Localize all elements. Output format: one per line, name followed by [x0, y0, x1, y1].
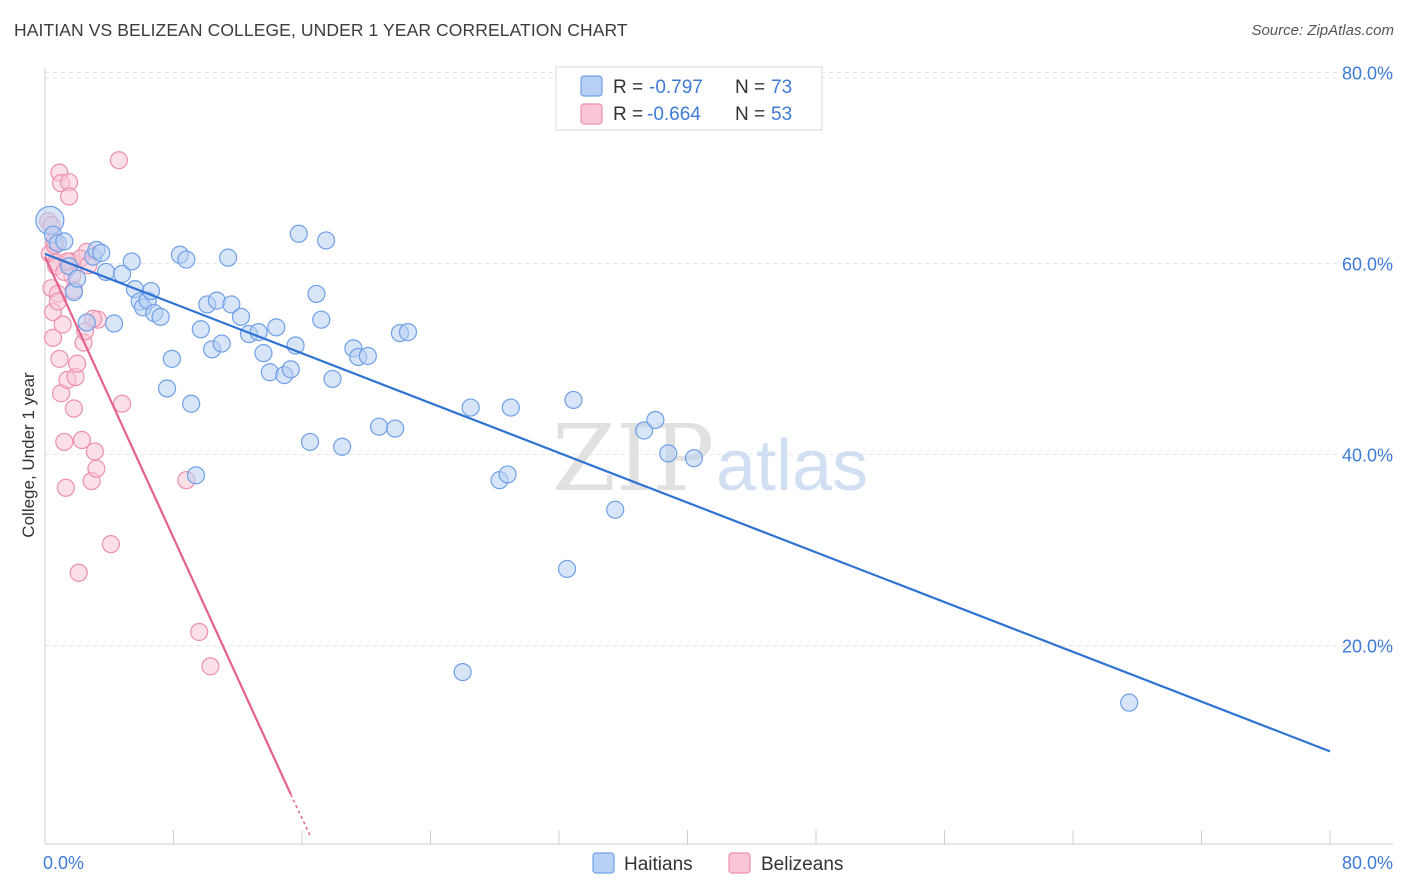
- legend-r-label-1: R =: [613, 77, 643, 98]
- y-tick-label: 40.0%: [1342, 446, 1393, 466]
- haitians-point: [254, 344, 273, 363]
- legend-n-label-2: N =: [735, 104, 765, 125]
- belizeans-point: [85, 442, 104, 461]
- haitians-point: [461, 398, 480, 417]
- belizeans-points: [39, 151, 220, 676]
- chart-title: HAITIAN VS BELIZEAN COLLEGE, UNDER 1 YEA…: [14, 20, 628, 40]
- legend-n-value-2: 53: [771, 104, 792, 125]
- haitians-point: [557, 559, 577, 579]
- haitians-point: [370, 417, 389, 436]
- haitians-point: [186, 466, 206, 485]
- belizeans-point: [69, 563, 88, 582]
- haitians-point: [684, 449, 704, 468]
- haitians-point: [151, 307, 170, 326]
- belizeans-point: [190, 622, 209, 642]
- legend-n-label-1: N =: [735, 77, 765, 98]
- haitians-point: [323, 369, 342, 389]
- haitians-points: [35, 205, 1139, 712]
- haitians-point: [289, 224, 308, 243]
- haitians-point: [212, 334, 231, 353]
- belizeans-point: [101, 535, 120, 554]
- legend-r-label-2: R =: [613, 104, 643, 125]
- haitians-point: [453, 662, 472, 682]
- haitians-point: [182, 394, 201, 413]
- haitians-point: [333, 437, 352, 456]
- haitians-point: [267, 318, 286, 337]
- x-ticks: [44, 830, 1331, 844]
- belizeans-trend-line: [43, 256, 292, 795]
- haitians-point: [219, 248, 238, 267]
- haitians-point: [231, 307, 251, 326]
- haitians-point: [498, 465, 517, 484]
- belizeans-point: [109, 151, 128, 170]
- source-label: Source: ZipAtlas.com: [1251, 22, 1394, 39]
- legend-haitians-label: Haitians: [624, 854, 693, 875]
- y-tick-labels: 80.0% 60.0% 40.0% 20.0%: [1342, 64, 1393, 657]
- belizeans-point: [55, 432, 74, 452]
- legend-r-value-2: -0.664: [647, 104, 701, 125]
- haitians-point: [92, 243, 111, 262]
- belizeans-point: [59, 187, 79, 206]
- haitians-point: [122, 252, 141, 271]
- legend-belizeans-swatch: [580, 103, 603, 125]
- y-tick-label: 20.0%: [1342, 637, 1393, 657]
- haitians-point: [68, 269, 87, 288]
- legend-n-value-1: 73: [771, 77, 792, 98]
- haitians-point: [606, 500, 625, 519]
- belizeans-point: [43, 328, 63, 347]
- haitians-point: [398, 323, 418, 342]
- belizeans-point: [201, 657, 220, 676]
- haitians-point: [1120, 693, 1139, 712]
- belizeans-point: [53, 315, 72, 334]
- haitians-point: [635, 421, 654, 440]
- haitians-point: [191, 320, 210, 339]
- trend-lines: [43, 252, 1331, 836]
- legend-haitians-swatch: [580, 75, 603, 97]
- haitians-point: [222, 295, 241, 314]
- belizeans-point: [64, 399, 84, 418]
- gridlines: [45, 72, 1393, 646]
- haitians-point: [162, 349, 181, 368]
- belizeans-point: [56, 478, 75, 497]
- haitians-point: [358, 346, 377, 366]
- haitians-point: [157, 379, 177, 398]
- belizeans-point: [112, 394, 132, 413]
- stats-legend: R = -0.797 N = 73 R = -0.664 N = 53: [555, 66, 823, 131]
- watermark: ZIP atlas: [552, 405, 868, 512]
- haitians-point: [386, 419, 405, 438]
- haitians-point: [77, 313, 96, 332]
- belizeans-point: [72, 430, 92, 450]
- haitians-point: [307, 284, 326, 304]
- legend-haitians-key: [592, 852, 615, 874]
- haitians-point: [501, 398, 520, 417]
- haitians-point: [646, 410, 665, 430]
- y-tick-label: 60.0%: [1342, 255, 1393, 275]
- haitians-point: [104, 314, 124, 333]
- haitians-point: [55, 232, 74, 251]
- haitians-point: [177, 250, 196, 269]
- haitians-point: [564, 390, 583, 410]
- haitians-point: [659, 444, 678, 463]
- y-axis-label: College, Under 1 year: [19, 372, 38, 538]
- haitians-point: [300, 432, 320, 452]
- y-tick-label: 80.0%: [1342, 64, 1393, 84]
- watermark-atlas: atlas: [716, 426, 868, 506]
- belizeans-trend-extension: [290, 794, 311, 836]
- haitians-trend-line: [44, 252, 1331, 753]
- haitians-point: [112, 264, 132, 283]
- belizeans-point: [68, 354, 87, 373]
- series-legend: Haitians Belizeans: [592, 852, 843, 875]
- legend-belizeans-label: Belizeans: [761, 854, 843, 875]
- belizeans-point: [50, 349, 69, 368]
- legend-belizeans-key: [728, 852, 751, 874]
- x-tick-max: 80.0%: [1342, 853, 1393, 873]
- x-tick-min: 0.0%: [43, 853, 84, 873]
- haitians-point: [281, 360, 300, 379]
- belizeans-point: [87, 459, 106, 478]
- haitians-point: [316, 231, 336, 250]
- haitians-point: [312, 310, 331, 329]
- legend-r-value-1: -0.797: [649, 77, 703, 98]
